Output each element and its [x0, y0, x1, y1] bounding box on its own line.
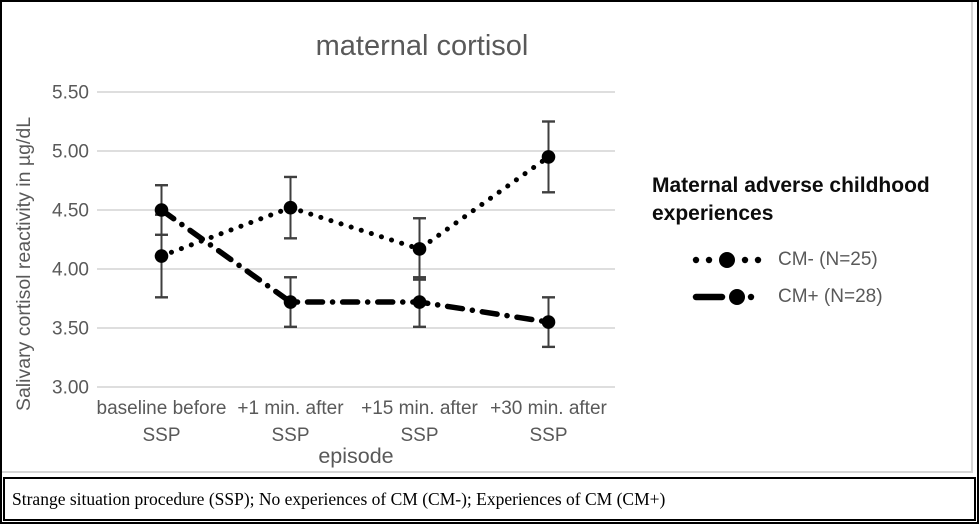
gridlines	[97, 91, 615, 388]
svg-text:SSP: SSP	[142, 425, 180, 446]
svg-text:SSP: SSP	[400, 425, 438, 446]
svg-text:3.00: 3.00	[52, 378, 89, 399]
svg-text:5.00: 5.00	[52, 142, 89, 163]
x-axis-category-labels: baseline before SSP +1 min. after SSP +15 mi…	[97, 398, 608, 446]
legend-entry-cm-minus: CM- (N=25)	[690, 242, 952, 279]
y-axis-title: Salivary cortisol reactivity in µg/dL	[13, 117, 35, 411]
data-point-marker	[154, 203, 169, 217]
data-point-marker	[541, 315, 556, 329]
legend-title: Maternal adverse childhood experiences	[652, 174, 930, 225]
svg-text:+1 min. after: +1 min. after	[237, 398, 344, 419]
svg-text:baseline before: baseline before	[97, 398, 227, 419]
dash-dot-line-marker-icon	[692, 289, 755, 306]
figure-caption: Strange situation procedure (SSP); No ex…	[3, 477, 976, 521]
cortisol-line-chart: 5.50 5.00 4.50 4.00 3.50 3.00 Salivary cortiso…	[13, 83, 615, 468]
data-point-marker	[154, 249, 169, 263]
data-point-marker	[412, 242, 427, 256]
svg-text:4.50: 4.50	[52, 201, 89, 222]
svg-text:3.50: 3.50	[52, 319, 89, 340]
data-point-marker	[283, 200, 298, 215]
svg-text:4.00: 4.00	[52, 260, 89, 281]
x-axis-title: episode	[318, 444, 393, 468]
chart-legend: Maternal adverse childhood experiences C…	[652, 172, 952, 316]
series-cm-plus	[154, 203, 556, 329]
svg-text:SSP: SSP	[271, 425, 309, 446]
data-point-marker	[541, 150, 556, 164]
legend-entry-cm-plus: CM+ (N=28)	[690, 279, 952, 316]
data-point-marker	[412, 295, 427, 309]
chart-title: maternal cortisol	[315, 30, 529, 62]
chart-figure: maternal cortisol 5.50 5.00 4.50 4.00 3.50 3.…	[2, 2, 973, 473]
dotted-line-marker-icon	[692, 252, 762, 269]
data-point-marker	[283, 295, 298, 309]
svg-text:+30 min. after: +30 min. after	[490, 398, 607, 419]
legend-entries: CM- (N=25) CM+ (N=28)	[652, 242, 952, 316]
legend-label-cm-plus: CM+ (N=28)	[778, 286, 883, 308]
svg-text:+15 min. after: +15 min. after	[361, 398, 478, 419]
svg-text:SSP: SSP	[529, 425, 567, 446]
legend-label-cm-minus: CM- (N=25)	[778, 249, 878, 271]
svg-text:5.50: 5.50	[52, 83, 89, 104]
y-axis-tick-labels: 5.50 5.00 4.50 4.00 3.50 3.00	[52, 83, 89, 399]
series-cm-minus	[154, 150, 556, 263]
